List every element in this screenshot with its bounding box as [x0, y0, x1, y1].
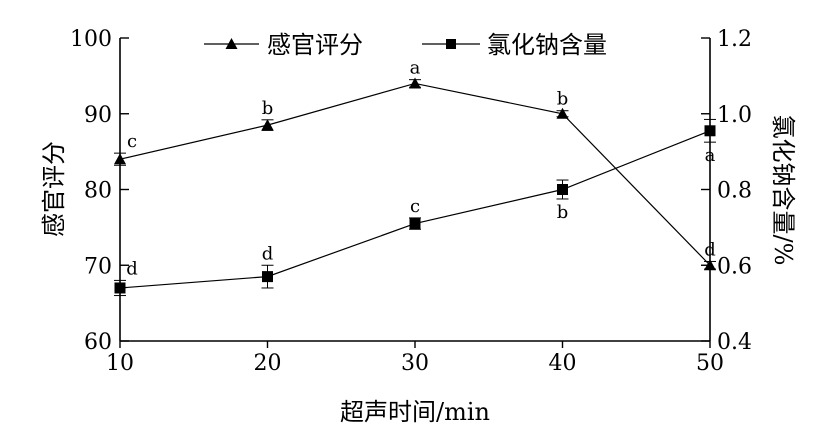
significance-label: a: [410, 58, 421, 79]
data-point-square: [704, 125, 716, 137]
y-left-tick-label: 80: [84, 179, 112, 204]
y-right-tick-label: 0.8: [717, 179, 752, 204]
data-point-square: [557, 184, 568, 195]
y-left-tick-label: 100: [70, 27, 112, 52]
data-point-square: [262, 271, 273, 283]
data-point-square: [114, 282, 126, 294]
series-line: [119, 82, 711, 266]
data-point-square: [409, 218, 421, 230]
significance-label: c: [127, 131, 137, 152]
y-left-tick-label: 70: [84, 254, 112, 279]
significance-label: c: [410, 196, 420, 217]
series-layer: c b a b d d d c b a: [114, 58, 716, 297]
x-tick-label: 50: [696, 351, 724, 376]
significance-label: d: [262, 243, 274, 264]
data-point-triangle: [261, 119, 274, 131]
y-left-tick-label: 60: [84, 330, 112, 355]
y-right-tick-label: 1.0: [717, 103, 752, 128]
x-axis-title: 超声时间/min: [340, 398, 490, 426]
significance-label: a: [705, 145, 716, 166]
significance-label: b: [557, 89, 569, 110]
series-1: c b a b d: [114, 58, 716, 271]
significance-label: d: [704, 239, 716, 260]
y-right-tick-label: 0.4: [717, 330, 752, 355]
data-point-triangle: [556, 107, 569, 119]
right-axis-title: 氯化钠含量/%: [769, 115, 797, 266]
x-tick-label: 20: [254, 351, 282, 376]
legend: 感官评分 氯化钠含量: [204, 31, 607, 59]
y-right-tick-label: 0.6: [717, 254, 752, 279]
legend-square-marker: [446, 39, 456, 49]
x-tick-label: 30: [401, 351, 429, 376]
data-point-triangle: [704, 259, 716, 271]
significance-label: b: [557, 202, 569, 223]
x-tick-label: 40: [549, 351, 577, 376]
legend-label-nacl: 氯化钠含量: [487, 31, 607, 59]
data-point-triangle: [409, 77, 421, 89]
legend-triangle-marker: [225, 38, 238, 49]
y-right-tick-label: 1.2: [717, 27, 752, 52]
data-point-triangle: [114, 153, 126, 165]
y-left-tick-label: 90: [84, 103, 112, 128]
left-axis-title: 感官评分: [40, 141, 68, 237]
series-2: d d c b a: [114, 118, 716, 297]
x-tick-label: 10: [106, 351, 134, 376]
legend-label-sensory: 感官评分: [267, 31, 363, 59]
significance-label: d: [126, 258, 138, 279]
significance-label: b: [262, 98, 274, 119]
axis-ticks: 10 20 30 40 50 60 70 80 90 100 0.4 0.6 0.8 1.0 1.2: [70, 27, 752, 376]
